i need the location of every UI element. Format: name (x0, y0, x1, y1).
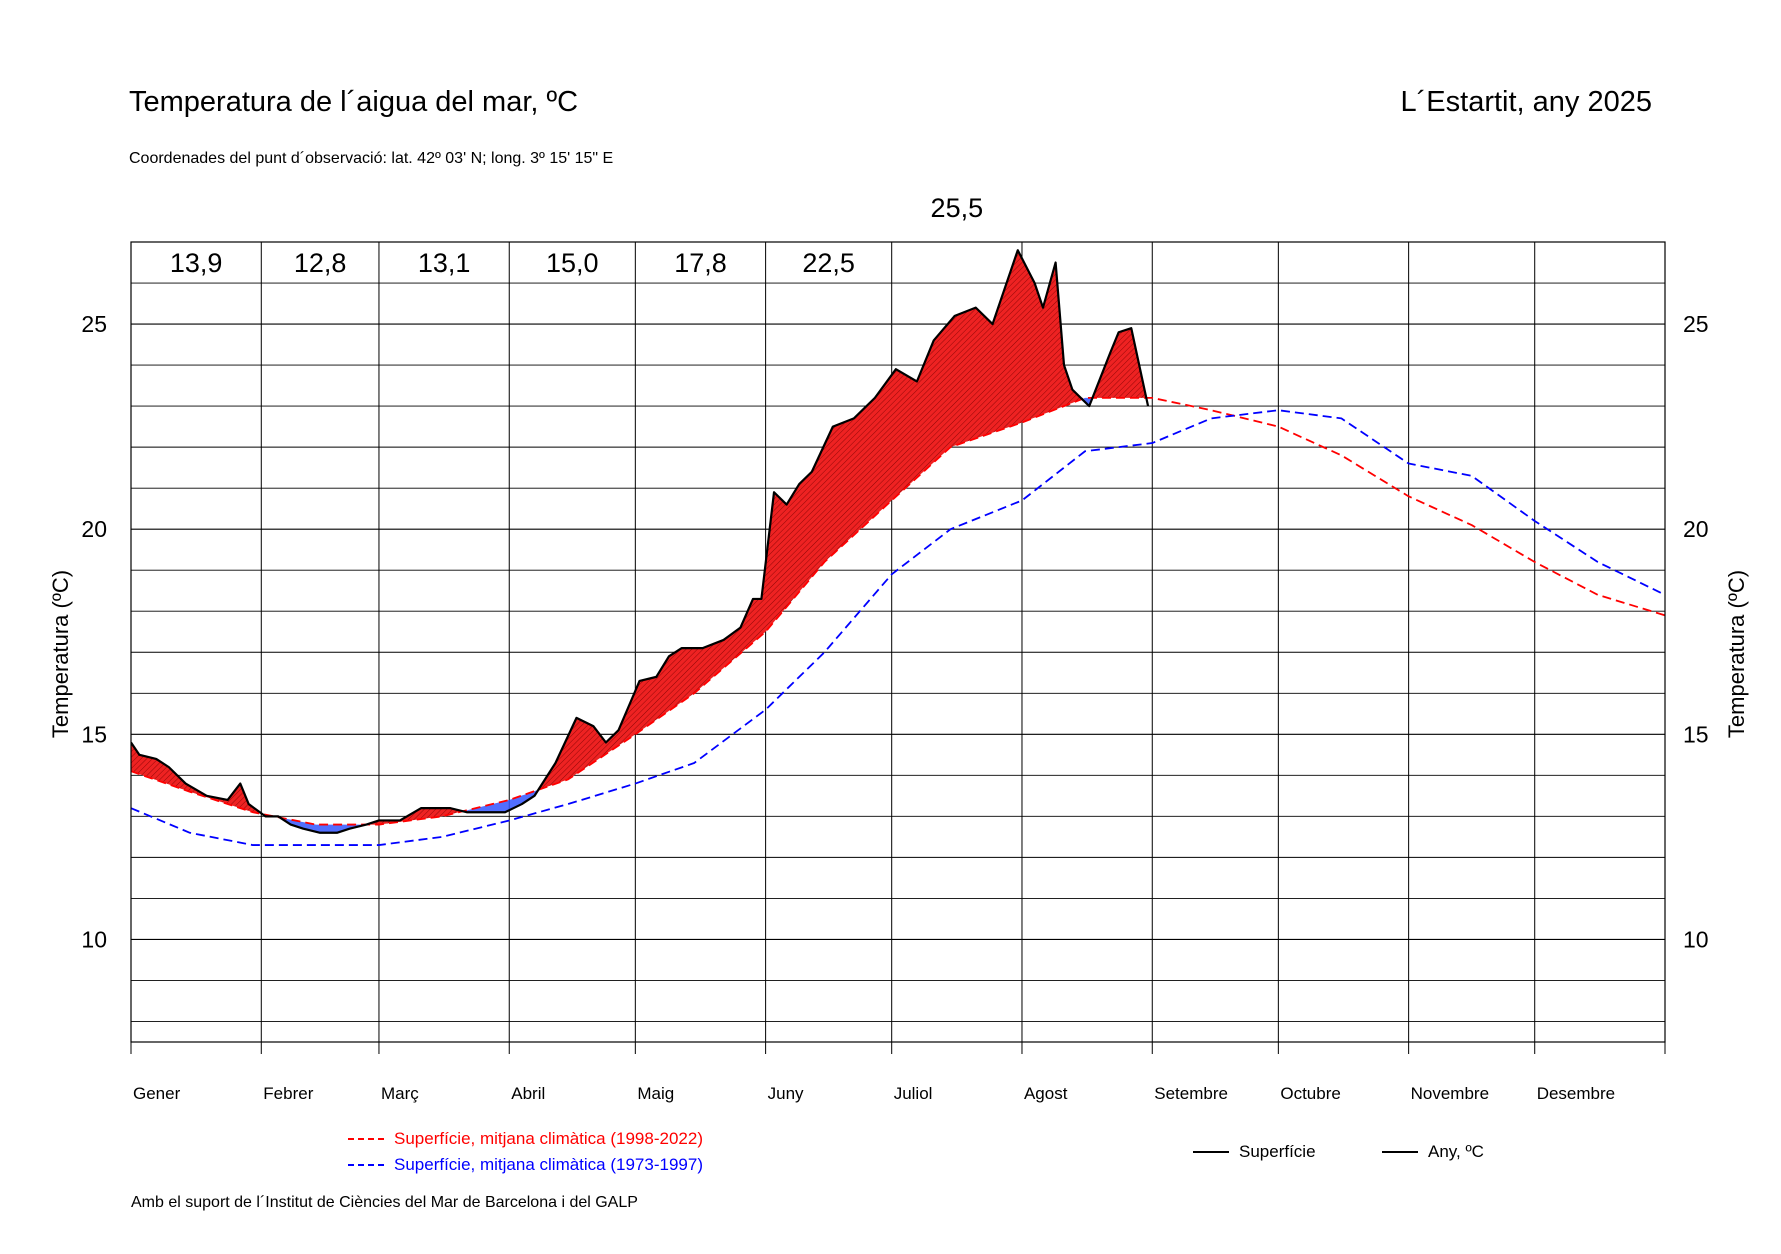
y-tick-label-right: 10 (1683, 926, 1709, 952)
monthly-mean-label: 12,8 (294, 248, 347, 278)
legend-black-line (1193, 1151, 1229, 1153)
series-observed-surface (131, 249, 1150, 834)
monthly-mean-label: 15,0 (546, 248, 599, 278)
monthly-mean-label: 13,9 (170, 248, 223, 278)
y-tick-label-right: 25 (1683, 311, 1709, 337)
plot-frame (130, 241, 1666, 1043)
warm-anomaly-area (1093, 328, 1146, 398)
x-tick-label: Agost (1024, 1084, 1068, 1103)
x-tick-label: Gener (133, 1084, 181, 1103)
series-old-climate (131, 409, 1665, 846)
legend-black-line (1382, 1151, 1418, 1153)
warm-anomaly-area (538, 250, 1081, 790)
plot-border (130, 241, 1666, 1043)
chart-title: Temperatura de l´aigua del mar, ºC (129, 86, 579, 118)
legend-surface-label: Superfície (1239, 1142, 1316, 1161)
legend-surface: Superfície (1193, 1142, 1316, 1162)
monthly-mean-label: 13,1 (418, 248, 471, 278)
legend-old-climate: Superfície, mitjana climàtica (1973-1997… (348, 1155, 703, 1175)
series-recent-climate (131, 396, 1665, 826)
y-axis-label-left: Temperatura (ºC) (48, 570, 73, 738)
anomaly-fill (131, 250, 1146, 833)
x-tick-label: Febrer (263, 1084, 313, 1103)
legend-blue-dashed-line (348, 1164, 384, 1166)
legend-red-dashed-line (348, 1138, 384, 1140)
legend-recent-climate: Superfície, mitjana climàtica (1998-2022… (348, 1129, 703, 1149)
x-tick-label: Abril (511, 1084, 545, 1103)
x-tick-label: Març (381, 1084, 419, 1103)
legend-recent-climate-label: Superfície, mitjana climàtica (1998-2022… (394, 1129, 703, 1148)
legend-year: Any, ºC (1382, 1142, 1484, 1162)
y-tick-label-right: 15 (1683, 721, 1709, 747)
cool-anomaly-area (465, 790, 537, 813)
monthly-mean-label: 22,5 (802, 248, 855, 278)
coordinates-text: Coordenades del punt d´observació: lat. … (129, 150, 614, 167)
legend-year-label: Any, ºC (1428, 1142, 1484, 1161)
y-tick-label-left: 20 (81, 516, 107, 542)
location-title: L´Estartit, any 2025 (1400, 86, 1652, 118)
y-axis-label-right: Temperatura (ºC) (1724, 570, 1749, 738)
x-tick-label: Maig (637, 1084, 674, 1103)
footer-credit: Amb el suport de l´Institut de Ciències … (131, 1194, 638, 1211)
x-tick-label: Desembre (1537, 1084, 1615, 1103)
x-tick-label: Juliol (894, 1084, 933, 1103)
x-tick-label: Juny (768, 1084, 804, 1103)
x-tick-label: Setembre (1154, 1084, 1228, 1103)
y-tick-label-left: 15 (81, 721, 107, 747)
grid (130, 241, 1666, 1054)
x-tick-label: Novembre (1411, 1084, 1489, 1103)
y-tick-label-left: 10 (81, 926, 107, 952)
legend-old-climate-label: Superfície, mitjana climàtica (1973-1997… (394, 1155, 703, 1174)
monthly-mean-label: 25,5 (931, 193, 984, 223)
y-tick-label-right: 20 (1683, 516, 1709, 542)
warm-anomaly-area (131, 742, 262, 814)
monthly-mean-label: 17,8 (674, 248, 727, 278)
axis-labels: 10 10 15 15 20 20 25 25 Temperatura (ºC) Temperat… (48, 193, 1749, 1103)
series-lines (131, 249, 1665, 846)
y-tick-label-left: 25 (81, 311, 107, 337)
x-tick-label: Octubre (1280, 1084, 1340, 1103)
